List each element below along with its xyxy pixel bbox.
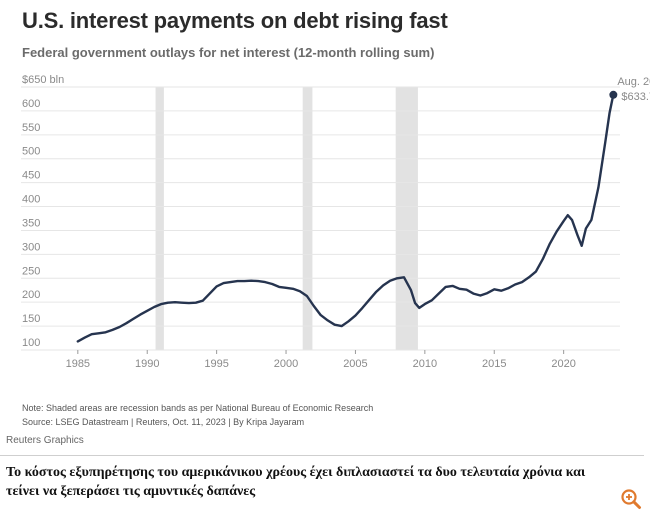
y-tick-label-100: 100	[22, 337, 40, 349]
endpoint-marker	[609, 90, 618, 99]
y-tick-label-200: 200	[22, 289, 40, 301]
divider	[0, 455, 644, 456]
chart-subtitle: Federal government outlays for net inter…	[22, 45, 435, 60]
annotation-date: Aug. 2023	[617, 76, 650, 88]
series-line-1	[76, 93, 615, 343]
chart-title: U.S. interest payments on debt rising fa…	[22, 8, 448, 33]
x-tick-label-2020: 2020	[551, 358, 575, 370]
x-tick-label-2000: 2000	[274, 358, 298, 370]
recession-band-3	[395, 87, 418, 350]
recession-band-1	[155, 87, 164, 350]
zoom-in-button[interactable]	[620, 488, 642, 510]
recession-bands	[155, 87, 418, 350]
grid-lines	[21, 86, 620, 351]
y-tick-label-550: 550	[22, 122, 40, 134]
y-tick-label-300: 300	[22, 241, 40, 253]
x-tick-label-2010: 2010	[413, 358, 437, 370]
x-tick-label-1985: 1985	[66, 358, 90, 370]
chart-note: Note: Shaded areas are recession bands a…	[22, 403, 374, 413]
chart-credit: Reuters Graphics	[6, 435, 84, 446]
y-tick-label-250: 250	[22, 265, 40, 277]
y-tick-label-350: 350	[22, 217, 40, 229]
x-axis-ticks: 1985 1990 1995 2000 2005 2010 2015 2020	[66, 350, 576, 370]
y-tick-label-400: 400	[22, 194, 40, 206]
y-tick-label-150: 150	[22, 313, 40, 325]
y-tick-label-500: 500	[22, 146, 40, 158]
x-tick-label-2005: 2005	[343, 358, 367, 370]
zoom-in-icon	[621, 489, 641, 509]
line-chart: 100 150 200 250 300 350 400 450 500 550 600 $650 bl…	[21, 74, 650, 370]
annotations: Aug. 2023 $633.7 bln	[609, 76, 650, 103]
annotation-value: $633.7 bln	[621, 91, 650, 103]
y-axis-ticks: 100 150 200 250 300 350 400 450 500 550 600 $650 bl…	[22, 74, 64, 349]
series-layer	[76, 93, 615, 343]
y-tick-label-600: 600	[22, 98, 40, 110]
y-tick-label-650: $650 bln	[22, 74, 64, 86]
recession-band-2	[302, 87, 313, 350]
y-tick-label-450: 450	[22, 170, 40, 182]
x-tick-label-2015: 2015	[482, 358, 506, 370]
chart-source: Source: LSEG Datastream | Reuters, Oct. …	[22, 417, 305, 427]
x-tick-label-1995: 1995	[204, 358, 228, 370]
article-caption: Το κόστος εξυπηρέτησης του αμερικάνικου …	[6, 465, 586, 499]
x-tick-label-1990: 1990	[135, 358, 159, 370]
